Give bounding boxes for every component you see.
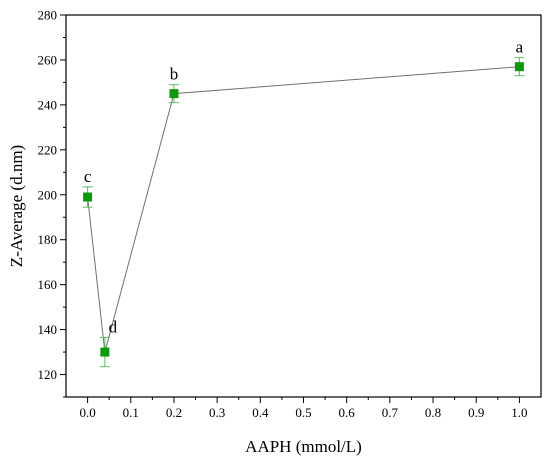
data-point [83, 192, 93, 202]
significance-label: d [109, 317, 118, 336]
significance-label: b [170, 65, 179, 84]
x-tick-label: 0.4 [252, 405, 269, 420]
x-tick-label: 0.1 [123, 405, 139, 420]
significance-label: a [516, 38, 524, 57]
significance-label: c [84, 167, 92, 186]
x-tick-label: 0.9 [468, 405, 484, 420]
x-tick-label: 1.0 [511, 405, 527, 420]
y-axis-title: Z-Average (d.nm) [7, 145, 26, 267]
x-axis-title: AAPH (mmol/L) [245, 437, 362, 456]
y-tick-label: 160 [38, 277, 58, 292]
x-tick-label: 0.7 [382, 405, 399, 420]
data-point [169, 89, 179, 99]
plot-frame [65, 14, 542, 398]
x-tick-label: 0.8 [425, 405, 441, 420]
data-point [100, 347, 110, 357]
y-tick-label: 240 [38, 97, 58, 112]
y-tick-label: 200 [38, 187, 58, 202]
y-tick-label: 260 [38, 52, 58, 67]
data-point [514, 62, 524, 72]
y-tick-label: 220 [38, 142, 58, 157]
x-tick-label: 0.5 [295, 405, 311, 420]
x-tick-label: 0.3 [209, 405, 225, 420]
series-layer: c d b a [82, 38, 525, 368]
x-tick-label: 0.0 [79, 405, 95, 420]
axes: 0.0 0.1 0.2 0.3 0.4 0.5 0.6 0.7 0.8 0.9 1.0 120 140 1… [38, 8, 542, 420]
x-tick-label: 0.6 [339, 405, 356, 420]
y-tick-label: 180 [38, 232, 58, 247]
y-tick-label: 140 [38, 322, 58, 337]
series-line [87, 66, 520, 353]
x-tick-label: 0.2 [166, 405, 182, 420]
y-tick-label: 280 [38, 8, 58, 23]
y-tick-label: 120 [38, 367, 58, 382]
